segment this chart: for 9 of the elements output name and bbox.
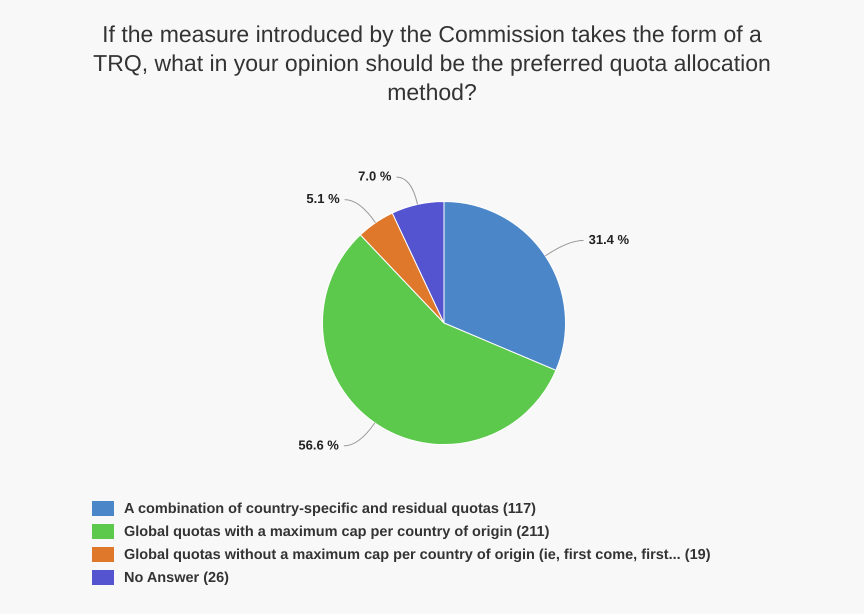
legend-label: No Answer (26) xyxy=(124,570,230,586)
data-label: 31.4 % xyxy=(588,232,630,247)
legend-label: Global quotas without a maximum cap per country of origin (ie, first come, first... (19) xyxy=(124,546,711,562)
data-label: 7.0 % xyxy=(358,168,392,184)
chart-title: If the measure introduced by the Commission takes the form of a TRQ, what in your opinion should be the preferred quota allocation method? xyxy=(92,20,772,107)
legend-label: Global quotas with a maximum cap per country of origin (211) xyxy=(124,524,550,540)
data-label: 56.6 % xyxy=(298,437,340,452)
legend-label: A combination of country-specific and residual quotas (117) xyxy=(124,500,536,516)
data-label: 5.1 % xyxy=(306,191,340,206)
